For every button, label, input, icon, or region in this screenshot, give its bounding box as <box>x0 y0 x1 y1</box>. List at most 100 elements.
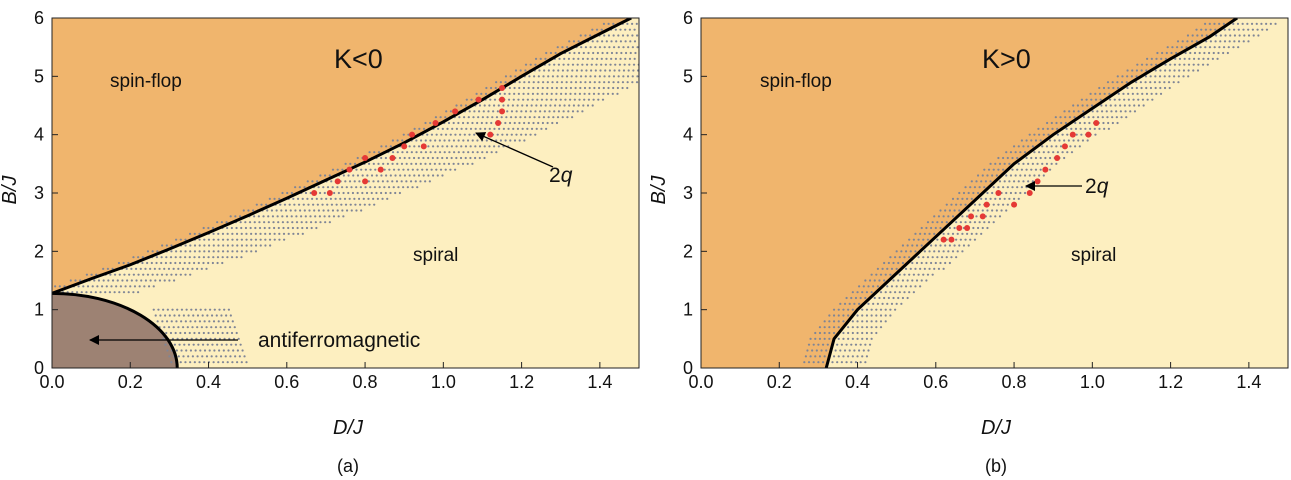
grid-dot <box>884 320 887 323</box>
grid-dot <box>961 250 964 253</box>
grid-dot <box>1181 40 1184 43</box>
grid-dot <box>426 133 429 136</box>
grid-dot <box>994 197 997 200</box>
grid-dot <box>167 267 171 270</box>
grid-dot <box>179 250 182 253</box>
grid-dot <box>179 238 182 241</box>
grid-dot <box>1059 116 1062 119</box>
grid-dot <box>901 244 905 247</box>
grid-dot <box>514 116 517 119</box>
grid-dot <box>1055 162 1058 165</box>
grid-dot <box>619 28 622 31</box>
grid-dot <box>231 361 234 364</box>
grid-dot <box>372 162 375 165</box>
grid-dot <box>477 110 481 113</box>
grid-dot <box>1051 127 1054 130</box>
grid-dot <box>375 191 378 195</box>
grid-dot <box>154 314 157 317</box>
grid-dot <box>584 34 587 37</box>
grid-dot <box>196 355 199 358</box>
grid-dot <box>995 209 998 212</box>
grid-dot <box>240 256 243 259</box>
grid-dot <box>160 273 164 276</box>
grid-dot <box>1167 81 1171 84</box>
grid-dot <box>270 209 274 212</box>
grid-dot <box>920 279 923 282</box>
grid-dot <box>452 162 455 165</box>
grid-dot <box>344 180 347 183</box>
grid-dot <box>545 127 548 130</box>
grid-dot <box>166 349 169 352</box>
grid-dot <box>306 180 309 183</box>
grid-dot <box>500 116 503 119</box>
grid-dot <box>434 151 437 154</box>
grid-dot <box>582 51 585 55</box>
grid-dot <box>1111 121 1114 125</box>
grid-dot <box>1164 57 1168 60</box>
grid-dot <box>1041 145 1044 148</box>
grid-dot <box>1081 139 1085 142</box>
grid-dot <box>1218 22 1221 25</box>
grid-dot <box>247 209 250 212</box>
grid-dot <box>168 355 171 358</box>
grid-dot <box>861 337 864 340</box>
grid-dot <box>184 273 187 276</box>
grid-dot <box>1006 156 1009 160</box>
grid-dot <box>436 145 439 148</box>
grid-dot <box>967 191 970 195</box>
grid-dot <box>1102 121 1105 125</box>
grid-dot <box>1002 186 1005 189</box>
grid-dot <box>1196 69 1200 72</box>
red-point <box>1042 166 1049 173</box>
grid-dot <box>814 331 817 335</box>
grid-dot <box>1119 104 1122 107</box>
grid-dot <box>234 355 237 358</box>
grid-dot <box>550 98 553 101</box>
grid-dot <box>1074 145 1077 148</box>
grid-dot <box>450 156 453 160</box>
grid-dot <box>339 197 342 200</box>
grid-dot <box>862 349 865 352</box>
red-point <box>326 190 333 196</box>
grid-dot <box>875 314 878 317</box>
grid-dot <box>867 285 870 288</box>
grid-dot <box>842 337 845 340</box>
grid-dot <box>1017 197 1020 200</box>
grid-dot <box>980 180 983 183</box>
grid-dot <box>554 51 557 55</box>
grid-dot <box>579 86 582 90</box>
grid-dot <box>604 69 607 72</box>
grid-dot <box>945 221 948 224</box>
grid-dot <box>825 349 828 352</box>
grid-dot <box>584 81 587 84</box>
grid-dot <box>1078 121 1082 125</box>
grid-dot <box>928 250 931 253</box>
grid-dot <box>861 331 864 335</box>
grid-dot <box>184 238 187 241</box>
grid-dot <box>160 261 163 265</box>
grid-dot <box>972 209 975 212</box>
grid-dot <box>229 314 232 317</box>
grid-dot <box>449 168 452 171</box>
grid-dot <box>464 156 467 160</box>
grid-dot <box>534 110 537 113</box>
grid-dot <box>1227 46 1230 49</box>
grid-dot <box>626 22 629 25</box>
grid-dot <box>240 250 243 253</box>
grid-dot <box>591 40 594 43</box>
grid-dot <box>984 180 987 183</box>
grid-dot <box>942 215 945 218</box>
grid-dot <box>1160 57 1163 60</box>
grid-dot <box>834 349 837 352</box>
grid-dot <box>517 98 520 101</box>
grid-dot <box>398 191 402 195</box>
y-tick-label: 6 <box>683 8 693 28</box>
grid-dot <box>1115 116 1118 119</box>
grid-dot <box>1045 145 1049 148</box>
grid-dot <box>1056 127 1059 130</box>
grid-dot <box>851 355 854 358</box>
grid-dot <box>1222 22 1225 25</box>
grid-dot <box>571 110 575 113</box>
grid-dot <box>950 203 953 206</box>
